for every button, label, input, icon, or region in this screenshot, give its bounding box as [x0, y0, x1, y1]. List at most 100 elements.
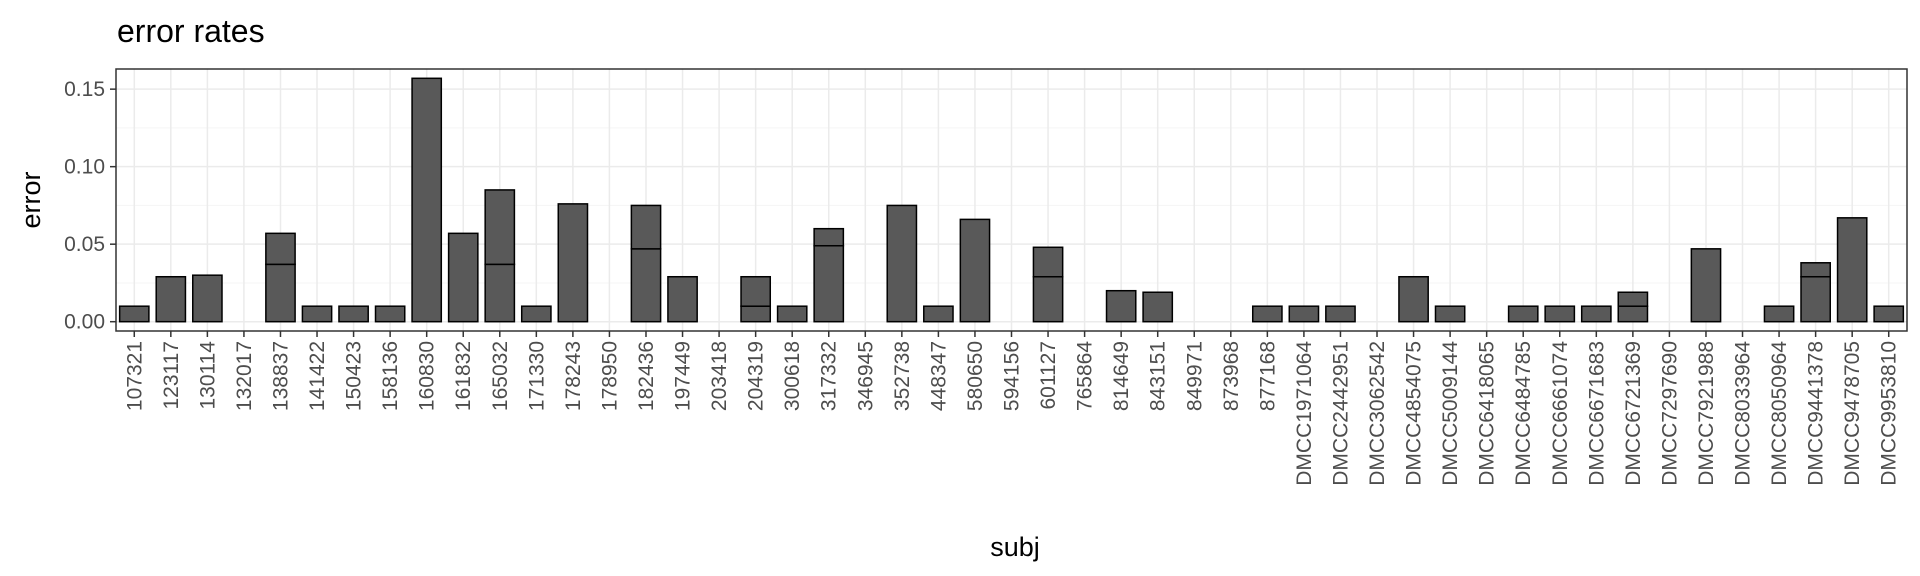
x-tick-label: DMCC4854075 — [1403, 341, 1426, 486]
x-tick-label: 178950 — [598, 341, 621, 411]
x-tick-label: 132017 — [233, 341, 256, 411]
x-tick-label: 352738 — [891, 341, 914, 411]
bar-204319-segment-1 — [740, 305, 772, 323]
x-tick-label: 300618 — [781, 341, 804, 411]
x-tick-label: 123117 — [160, 341, 183, 410]
x-tick-label: 158136 — [379, 341, 402, 411]
bar-165032-segment-1 — [484, 263, 516, 323]
x-tick-label: 182436 — [635, 341, 658, 411]
y-tick-label: 0.10 — [64, 156, 105, 179]
bar-814649 — [1105, 289, 1137, 323]
bar-DMCC9441378-segment-2 — [1800, 262, 1831, 278]
bar-161832 — [447, 232, 479, 323]
x-tick-label: 594156 — [1001, 341, 1024, 411]
x-tick-label: 197449 — [672, 341, 695, 411]
bar-317332-segment-1 — [813, 244, 845, 323]
x-tick-label: 141422 — [306, 341, 329, 411]
bar-141422 — [301, 305, 333, 323]
bars — [118, 77, 1905, 323]
bar-DMCC7921988 — [1690, 248, 1722, 323]
x-tick-label: DMCC5009144 — [1439, 341, 1462, 486]
x-tick-label: 161832 — [452, 341, 475, 411]
bar-601127-segment-1 — [1032, 275, 1064, 323]
bar-160830 — [411, 77, 443, 323]
y-tick-label: 0.15 — [64, 78, 105, 101]
x-tick-label: DMCC7921988 — [1695, 341, 1718, 486]
bar-300618 — [776, 305, 808, 323]
x-tick-label: DMCC9953810 — [1878, 341, 1901, 486]
x-tick-label: 107321 — [123, 341, 146, 411]
x-axis: 107321 123117 130114 132017 138837 141422 1504… — [123, 331, 1901, 486]
x-tick-label: DMCC9441378 — [1805, 341, 1828, 486]
y-axis-title: error — [16, 171, 46, 228]
bar-DMCC9478705 — [1836, 217, 1868, 323]
bar-DMCC6484785 — [1507, 305, 1539, 323]
x-tick-label: 814649 — [1110, 341, 1133, 411]
bar-DMCC1971064 — [1288, 305, 1320, 323]
x-tick-label: 138837 — [269, 341, 292, 411]
bar-DMCC9441378-segment-1 — [1800, 275, 1831, 323]
bar-317332-segment-2 — [813, 227, 845, 247]
bar-DMCC2442951 — [1325, 305, 1356, 323]
x-axis-title: subj — [990, 532, 1040, 562]
bar-138837-segment-1 — [265, 263, 296, 323]
y-tick-label: 0.05 — [64, 233, 105, 256]
bar-DMCC6721369-segment-2 — [1617, 291, 1649, 307]
x-tick-label: 877168 — [1256, 341, 1279, 411]
bar-130114 — [192, 274, 223, 323]
bar-123117 — [155, 275, 187, 323]
y-tick-label: 0.00 — [64, 311, 105, 334]
bar-158136 — [374, 305, 406, 323]
x-tick-label: 204319 — [745, 341, 768, 411]
x-tick-label: 873968 — [1220, 341, 1243, 411]
x-tick-label: 448347 — [927, 341, 950, 411]
x-tick-label: 150423 — [343, 341, 366, 411]
bar-DMCC9953810 — [1873, 305, 1905, 323]
bar-204319-segment-2 — [740, 275, 772, 307]
bar-DMCC6671683 — [1580, 305, 1612, 323]
bar-877168 — [1251, 305, 1283, 323]
bar-178243 — [557, 203, 589, 323]
bar-182436-segment-2 — [630, 204, 662, 250]
x-tick-label: 317332 — [818, 341, 841, 411]
x-tick-label: DMCC9478705 — [1841, 341, 1864, 486]
x-tick-label: 130114 — [196, 341, 219, 410]
bar-843151 — [1142, 291, 1174, 323]
bar-DMCC4854075 — [1398, 275, 1429, 323]
y-axis: 0.00 0.05 0.10 0.15 — [64, 78, 116, 334]
x-tick-label: 601127 — [1037, 341, 1060, 410]
x-tick-label: DMCC3062542 — [1366, 341, 1389, 486]
bar-448347 — [923, 305, 954, 323]
x-tick-label: DMCC6721369 — [1622, 341, 1645, 486]
x-tick-label: DMCC6661074 — [1549, 341, 1572, 486]
bar-171330 — [520, 305, 552, 323]
bar-580650 — [959, 218, 991, 323]
x-tick-label: DMCC6484785 — [1512, 341, 1535, 486]
x-tick-label: DMCC8050964 — [1768, 341, 1791, 486]
x-tick-label: DMCC6418065 — [1476, 341, 1499, 486]
x-tick-label: DMCC1971064 — [1293, 341, 1316, 486]
x-tick-label: 165032 — [489, 341, 512, 411]
x-tick-label: 580650 — [964, 341, 987, 411]
x-tick-label: DMCC6671683 — [1585, 341, 1608, 486]
bar-DMCC6661074 — [1544, 305, 1576, 323]
bar-DMCC6721369-segment-1 — [1617, 305, 1649, 323]
bar-197449 — [667, 275, 698, 323]
bar-352738 — [886, 204, 918, 323]
x-tick-label: 203418 — [708, 341, 731, 411]
x-tick-label: 178243 — [562, 341, 585, 411]
bar-DMCC5009144 — [1434, 305, 1466, 323]
x-tick-label: 849971 — [1183, 341, 1206, 411]
bar-DMCC8050964 — [1763, 305, 1795, 323]
x-tick-label: 171330 — [525, 341, 548, 411]
x-tick-label: 843151 — [1147, 341, 1170, 411]
bar-182436-segment-1 — [630, 248, 662, 323]
x-tick-label: 160830 — [416, 341, 439, 411]
x-tick-label: DMCC2442951 — [1329, 341, 1352, 486]
x-tick-label: DMCC7297690 — [1658, 341, 1681, 486]
x-tick-label: 765864 — [1074, 341, 1097, 411]
bar-138837-segment-2 — [265, 232, 296, 266]
bar-150423 — [338, 305, 369, 323]
bar-107321 — [118, 305, 150, 323]
